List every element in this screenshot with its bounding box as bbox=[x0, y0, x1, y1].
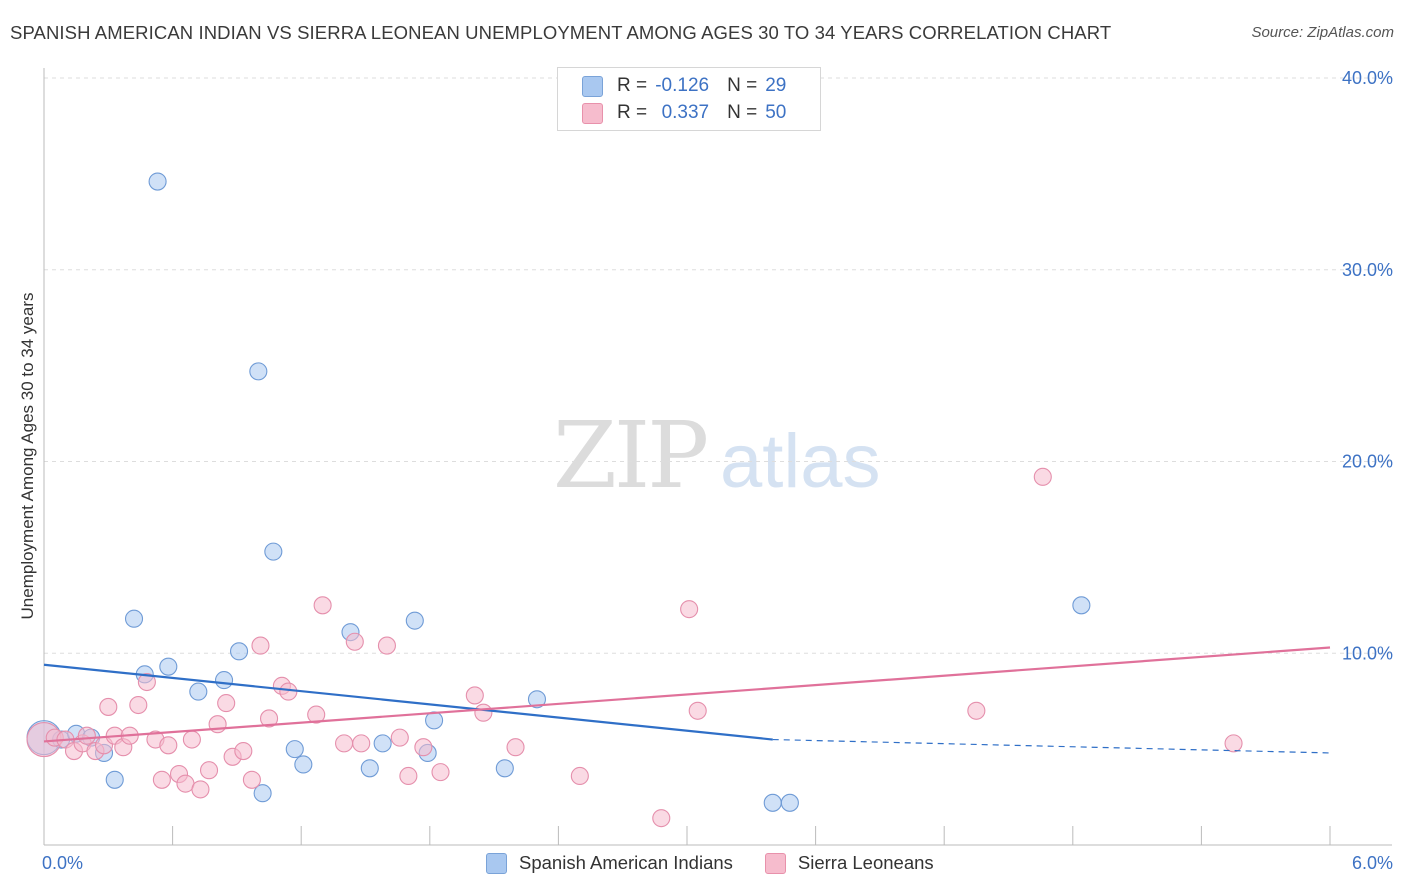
point-spanish-american-indian bbox=[264, 542, 283, 561]
point-sierra-leonean bbox=[129, 695, 148, 715]
series-legend-item-spanish-american-indians: Spanish American Indians bbox=[486, 852, 733, 874]
point-spanish-american-indian bbox=[214, 671, 234, 690]
point-sierra-leonean bbox=[652, 809, 671, 828]
point-sierra-leonean bbox=[279, 682, 298, 701]
point-sierra-leonean bbox=[688, 701, 707, 720]
point-sierra-leonean bbox=[399, 766, 418, 786]
point-sierra-leonean bbox=[1224, 734, 1243, 753]
point-sierra-leonean bbox=[377, 636, 396, 655]
legend-n-value: 50 bbox=[765, 102, 787, 123]
legend-n-label: N = bbox=[727, 75, 758, 96]
point-sierra-leonean bbox=[506, 738, 525, 757]
series-legend-label: Sierra Leoneans bbox=[797, 852, 934, 873]
trendline-spanish-american-indians-extension bbox=[772, 738, 1331, 754]
legend-row-sierra-leoneans: R = 0.337 N = 50 bbox=[582, 100, 786, 126]
axis-layer bbox=[43, 68, 1392, 846]
point-sierra-leonean bbox=[152, 770, 171, 789]
point-sierra-leonean bbox=[431, 763, 450, 782]
legend-swatch-blue bbox=[582, 75, 603, 97]
source-credit: Source: ZipAtlas.com bbox=[1251, 24, 1394, 41]
series-legend-label: Spanish American Indians bbox=[519, 852, 733, 873]
point-sierra-leonean bbox=[99, 697, 118, 716]
point-sierra-leonean bbox=[234, 741, 253, 761]
point-spanish-american-indian bbox=[763, 793, 782, 812]
grid-layer bbox=[44, 77, 1392, 654]
legend-n-label: N = bbox=[727, 102, 758, 123]
point-spanish-american-indian bbox=[105, 770, 124, 789]
point-sierra-leonean bbox=[159, 736, 178, 755]
point-spanish-american-indian bbox=[780, 793, 799, 812]
point-spanish-american-indian bbox=[229, 642, 249, 661]
legend-r-value: -0.126 bbox=[655, 75, 710, 96]
point-sierra-leonean bbox=[182, 730, 201, 749]
point-spanish-american-indian bbox=[159, 657, 178, 676]
point-spanish-american-indian bbox=[495, 759, 514, 778]
point-sierra-leonean bbox=[259, 709, 279, 728]
x-tick-label: 0.0% bbox=[42, 853, 83, 873]
point-sierra-leonean bbox=[307, 705, 326, 724]
series-legend: Spanish American Indians Sierra Leoneans bbox=[486, 852, 966, 874]
trendline-spanish-american-indians bbox=[43, 663, 773, 741]
point-spanish-american-indian bbox=[294, 755, 313, 774]
point-spanish-american-indian bbox=[1072, 596, 1091, 615]
point-sierra-leonean bbox=[176, 774, 195, 793]
point-spanish-american-indian bbox=[124, 609, 144, 628]
point-sierra-leonean bbox=[570, 766, 589, 786]
point-sierra-leonean bbox=[217, 694, 236, 713]
chart-title: SPANISH AMERICAN INDIAN VS SIERRA LEONEA… bbox=[10, 22, 1112, 43]
trendline-sierra-leoneans bbox=[43, 646, 1331, 743]
point-sierra-leonean bbox=[335, 734, 354, 753]
point-spanish-american-indian bbox=[405, 611, 424, 630]
point-sierra-leonean bbox=[414, 738, 433, 757]
point-spanish-american-indian bbox=[285, 740, 304, 759]
legend-r-label: R = bbox=[617, 102, 648, 123]
legend-row-spanish-american-indians: R = -0.126 N = 29 bbox=[582, 73, 786, 99]
point-sierra-leonean bbox=[680, 600, 699, 619]
x-tick-label: 6.0% bbox=[1352, 853, 1393, 873]
point-spanish-american-indian bbox=[249, 362, 268, 381]
legend-r-label: R = bbox=[617, 75, 648, 96]
point-sierra-leonean bbox=[242, 770, 261, 789]
point-sierra-leonean bbox=[390, 728, 409, 747]
point-sierra-leonean bbox=[967, 701, 986, 720]
watermark-zip: ZIP bbox=[553, 402, 709, 509]
point-spanish-american-indian bbox=[148, 172, 167, 191]
point-sierra-leonean bbox=[313, 596, 332, 615]
y-tick-label: 40.0% bbox=[1342, 68, 1393, 88]
point-sierra-leonean bbox=[251, 636, 270, 655]
point-sierra-leonean bbox=[474, 703, 493, 722]
point-sierra-leonean bbox=[137, 672, 156, 692]
y-tick-label: 20.0% bbox=[1342, 452, 1393, 472]
point-sierra-leonean bbox=[352, 734, 371, 753]
series-swatch-pink bbox=[764, 852, 786, 874]
legend-swatch-pink bbox=[582, 102, 603, 124]
legend-r-value: 0.337 bbox=[661, 102, 710, 123]
point-spanish-american-indian bbox=[360, 759, 379, 778]
point-sierra-leonean bbox=[1033, 467, 1052, 486]
trend-layer bbox=[43, 646, 1331, 754]
y-tick-label: 10.0% bbox=[1342, 643, 1393, 663]
point-sierra-leonean bbox=[465, 686, 484, 705]
point-spanish-american-indian bbox=[189, 682, 208, 701]
point-sierra-leonean bbox=[345, 632, 364, 651]
legend-n-value: 29 bbox=[765, 75, 787, 96]
point-sierra-leonean bbox=[191, 780, 210, 799]
series-swatch-blue bbox=[486, 852, 507, 874]
tick-label-layer: 10.0% 20.0% 30.0% 40.0% 0.0% 6.0% bbox=[42, 68, 1393, 873]
point-spanish-american-indian bbox=[373, 734, 392, 753]
point-spanish-american-indian bbox=[253, 784, 272, 803]
point-spanish-american-indian bbox=[527, 690, 547, 709]
point-sierra-leonean bbox=[199, 761, 219, 780]
series-legend-item-sierra-leoneans: Sierra Leoneans bbox=[764, 852, 934, 874]
stats-legend: R = -0.126 N = 29 R = 0.337 N = 50 bbox=[557, 67, 821, 131]
point-sierra-leonean bbox=[77, 726, 96, 745]
y-tick-label: 30.0% bbox=[1342, 260, 1393, 280]
